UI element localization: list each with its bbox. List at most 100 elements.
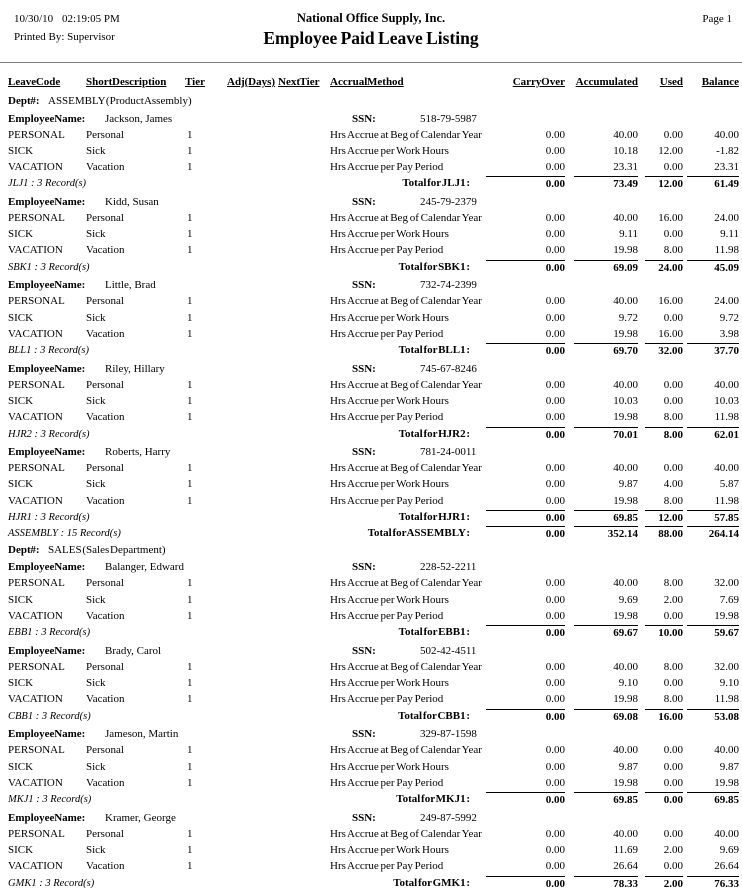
leave-tier: 1 bbox=[187, 593, 193, 606]
employee-name: Kramer, George bbox=[105, 811, 176, 824]
ssn-value: 781-24-0011 bbox=[420, 446, 477, 459]
total-accumulated: 78.33 bbox=[613, 877, 638, 890]
leave-code: VACATION bbox=[8, 776, 63, 789]
balance-value: 11.98 bbox=[714, 411, 739, 424]
employee-block: Employee Name: Kramer, George SSN: 249-87-5… bbox=[0, 811, 742, 891]
accumulated-value: 26.64 bbox=[613, 860, 638, 873]
employee-name: Jackson, James bbox=[105, 112, 173, 125]
sum-rule bbox=[574, 625, 638, 627]
accumulated-value: 9.10 bbox=[618, 677, 638, 690]
employee-name: Riley, Hillary bbox=[105, 362, 165, 375]
leave-description: Sick bbox=[86, 677, 106, 690]
ssn-value: 518-79-5987 bbox=[420, 112, 477, 125]
leave-code: SICK bbox=[8, 593, 34, 606]
leave-row: SICK Sick 1 Hrs Accrue per Work Hours 0.00 9.… bbox=[0, 592, 742, 608]
accrual-method: Hrs Accrue per Pay Period bbox=[330, 327, 444, 340]
carry-over-value: 0.00 bbox=[545, 577, 565, 590]
leave-description: Vacation bbox=[86, 494, 125, 507]
dept-row: Dept #: SALES (Sales Department) bbox=[0, 544, 742, 557]
balance-value: 23.31 bbox=[714, 161, 739, 174]
accumulated-value: 19.98 bbox=[613, 494, 638, 507]
employee-total-row: EBB1 : 3 Record(s) Total for EBB1 : 0.00 69… bbox=[0, 624, 742, 640]
employee-name-label: Employee Name: bbox=[8, 644, 86, 657]
leave-description: Personal bbox=[86, 211, 124, 224]
used-value: 16.00 bbox=[658, 327, 683, 340]
accrual-method: Hrs Accrue at Beg of Calendar Year bbox=[330, 827, 482, 840]
accrual-method: Hrs Accrue at Beg of Calendar Year bbox=[330, 462, 482, 475]
used-value: 8.00 bbox=[663, 577, 683, 590]
employee-name: Little, Brad bbox=[105, 279, 156, 292]
leave-tier: 1 bbox=[187, 610, 193, 623]
sum-rule bbox=[645, 625, 683, 627]
accumulated-value: 9.87 bbox=[618, 478, 638, 491]
report-date: 10/30/10 bbox=[14, 13, 54, 25]
ssn-label: SSN: bbox=[352, 644, 376, 657]
total-used: 24.00 bbox=[658, 261, 683, 274]
total-used: 0.00 bbox=[663, 794, 683, 807]
leave-row: VACATION Vacation 1 Hrs Accrue per Pay Peri… bbox=[0, 608, 742, 624]
col-header-carry-over: Carry Over bbox=[512, 76, 565, 88]
total-carry-over: 0.00 bbox=[545, 178, 565, 191]
leave-tier: 1 bbox=[187, 228, 193, 241]
carry-over-value: 0.00 bbox=[545, 211, 565, 224]
ssn-value: 329-87-1598 bbox=[420, 728, 477, 741]
carry-over-value: 0.00 bbox=[545, 462, 565, 475]
employee-block: Employee Name: Roberts, Harry SSN: 781-24-0… bbox=[0, 445, 742, 525]
accumulated-value: 19.98 bbox=[613, 693, 638, 706]
leave-row: PERSONAL Personal 1 Hrs Accrue at Beg of Ca… bbox=[0, 742, 742, 758]
employee-name: Balanger, Edward bbox=[105, 561, 184, 574]
accrual-method: Hrs Accrue per Work Hours bbox=[330, 228, 449, 241]
employee-name-label: Employee Name: bbox=[8, 446, 86, 459]
leave-code: SICK bbox=[8, 843, 34, 856]
total-balance: 45.09 bbox=[714, 261, 739, 274]
total-balance: 61.49 bbox=[714, 178, 739, 191]
total-label: Total for GMK1 : bbox=[393, 876, 470, 889]
used-value: 8.00 bbox=[663, 693, 683, 706]
carry-over-value: 0.00 bbox=[545, 744, 565, 757]
accumulated-value: 10.03 bbox=[613, 394, 638, 407]
accumulated-value: 19.98 bbox=[613, 411, 638, 424]
accrual-method: Hrs Accrue at Beg of Calendar Year bbox=[330, 660, 482, 673]
employee-block: Employee Name: Jackson, James SSN: 518-79-5… bbox=[0, 112, 742, 192]
balance-value: 40.00 bbox=[714, 462, 739, 475]
employee-block: Employee Name: Little, Brad SSN: 732-74-239… bbox=[0, 278, 742, 358]
balance-value: 10.03 bbox=[714, 394, 739, 407]
accumulated-value: 23.31 bbox=[613, 161, 638, 174]
leave-row: SICK Sick 1 Hrs Accrue per Work Hours 0.00 10… bbox=[0, 393, 742, 409]
employee-name-row: Employee Name: Jameson, Martin SSN: 329-87-… bbox=[0, 727, 742, 742]
employee-name-row: Employee Name: Brady, Carol SSN: 502-42-451… bbox=[0, 644, 742, 659]
employee-block: Employee Name: Balanger, Edward SSN: 228-52… bbox=[0, 560, 742, 640]
leave-row: VACATION Vacation 1 Hrs Accrue per Pay Peri… bbox=[0, 326, 742, 342]
leave-code: VACATION bbox=[8, 494, 63, 507]
leave-description: Personal bbox=[86, 295, 124, 308]
balance-value: 11.98 bbox=[714, 494, 739, 507]
employee-total-row: BLL1 : 3 Record(s) Total for BLL1 : 0.00 69… bbox=[0, 342, 742, 358]
accrual-method: Hrs Accrue per Pay Period bbox=[330, 244, 444, 257]
balance-value: 40.00 bbox=[714, 744, 739, 757]
total-carry-over: 0.00 bbox=[545, 794, 565, 807]
col-header-accumulated: Accumulated bbox=[575, 76, 638, 88]
sum-rule bbox=[645, 259, 683, 261]
ssn-label: SSN: bbox=[352, 195, 376, 208]
leave-description: Sick bbox=[86, 478, 106, 491]
accumulated-value: 40.00 bbox=[613, 827, 638, 840]
sum-rule bbox=[687, 875, 739, 877]
leave-tier: 1 bbox=[187, 494, 193, 507]
accrual-method: Hrs Accrue at Beg of Calendar Year bbox=[330, 211, 482, 224]
employee-name-label: Employee Name: bbox=[8, 279, 86, 292]
dept-label: Dept #: bbox=[8, 543, 40, 556]
sum-rule bbox=[687, 259, 739, 261]
sum-rule bbox=[574, 708, 638, 710]
employee-name: Jameson, Martin bbox=[105, 728, 179, 741]
leave-description: Sick bbox=[86, 593, 106, 606]
balance-value: 24.00 bbox=[714, 295, 739, 308]
employee-total-row: HJR2 : 3 Record(s) Total for HJR2 : 0.00 70… bbox=[0, 426, 742, 442]
used-value: 2.00 bbox=[663, 593, 683, 606]
employee-name-label: Employee Name: bbox=[8, 362, 86, 375]
leave-description: Sick bbox=[86, 144, 106, 157]
leave-code: VACATION bbox=[8, 411, 63, 424]
used-value: 0.00 bbox=[663, 462, 683, 475]
accumulated-value: 40.00 bbox=[613, 660, 638, 673]
accrual-method: Hrs Accrue per Pay Period bbox=[330, 610, 444, 623]
